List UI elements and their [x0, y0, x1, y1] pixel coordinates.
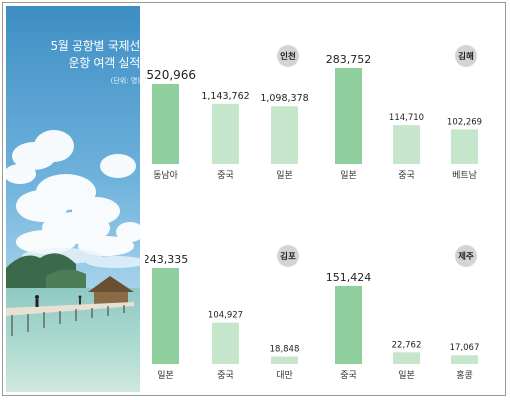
value-label-1-2: 102,269 — [447, 117, 482, 127]
bar-2-2 — [271, 356, 298, 364]
bar-1-1 — [393, 125, 420, 164]
bar-0-0 — [152, 84, 179, 164]
category-label-0-2: 일본 — [276, 170, 293, 181]
category-label-0-0: 동남아 — [153, 170, 179, 181]
value-label-3-1: 22,762 — [392, 340, 422, 350]
category-label-3-1: 일본 — [398, 370, 415, 381]
category-label-2-2: 대만 — [276, 370, 293, 381]
airport-badge-3 — [455, 245, 477, 267]
category-label-1-1: 중국 — [398, 170, 415, 181]
airport-badge-0 — [277, 45, 299, 67]
category-label-0-1: 중국 — [217, 170, 234, 181]
value-label-2-2: 18,848 — [270, 345, 300, 355]
category-label-2-0: 일본 — [157, 370, 174, 381]
airport-badge-2 — [277, 245, 299, 267]
bar-2-1 — [212, 322, 239, 364]
chart-panel-2: 243,335 일본 104,927 중국 18,848 대만 김포 — [145, 245, 299, 381]
photo-panel: 5월 공항별 국제선 운항 여객 실적 (단위: 명) — [6, 6, 140, 392]
title-line-1: 5월 공항별 국제선 — [50, 39, 140, 53]
bar-3-0 — [335, 286, 362, 364]
airport-name-3: 제주 — [458, 251, 474, 262]
airport-name-1: 김해 — [458, 51, 474, 62]
airport-name-0: 인천 — [280, 51, 296, 62]
chart-panel-0: 1,520,966 동남아 1,143,762 중국 1,098,378 일본 인천 — [145, 45, 309, 181]
title-block: 5월 공항별 국제선 운항 여객 실적 (단위: 명) — [12, 38, 140, 86]
value-label-2-1: 104,927 — [208, 311, 243, 321]
chart-panel-1: 283,752 일본 114,710 중국 102,269 베트남 김해 — [326, 45, 482, 181]
bar-2-0 — [152, 268, 179, 364]
category-label-3-2: 홍콩 — [456, 369, 473, 381]
bar-1-0 — [335, 68, 362, 164]
chart-panel-3: 151,424 중국 22,762 일본 17,067 홍콩 제주 — [326, 245, 480, 381]
value-label-0-1: 1,143,762 — [201, 91, 249, 102]
value-label-0-0: 1,520,966 — [145, 68, 196, 82]
beach-photo — [6, 6, 140, 392]
value-label-3-2: 17,067 — [450, 343, 480, 353]
charts-area: 1,520,966 동남아 1,143,762 중국 1,098,378 일본 인천 283,… — [145, 6, 503, 392]
title-line-2: 운항 여객 실적 — [68, 56, 140, 70]
value-label-2-0: 243,335 — [145, 253, 188, 266]
bar-1-2 — [451, 129, 478, 164]
bar-3-2 — [451, 355, 478, 364]
category-label-1-2: 베트남 — [452, 170, 477, 181]
unit-label: (단위: 명) — [110, 77, 140, 85]
category-label-3-0: 중국 — [340, 370, 357, 381]
airport-name-2: 김포 — [280, 251, 296, 262]
airport-badge-1 — [455, 45, 477, 67]
value-label-1-0: 283,752 — [326, 53, 372, 66]
category-label-1-0: 일본 — [340, 170, 357, 181]
bar-0-2 — [271, 106, 298, 164]
value-label-1-1: 114,710 — [389, 113, 424, 123]
value-label-0-2: 1,098,378 — [260, 93, 308, 104]
category-label-2-1: 중국 — [217, 370, 234, 381]
bar-3-1 — [393, 352, 420, 364]
value-label-3-0: 151,424 — [326, 271, 372, 284]
airport-bar-charts: 1,520,966 동남아 1,143,762 중국 1,098,378 일본 인천 283,… — [145, 45, 482, 381]
bar-0-1 — [212, 103, 239, 164]
